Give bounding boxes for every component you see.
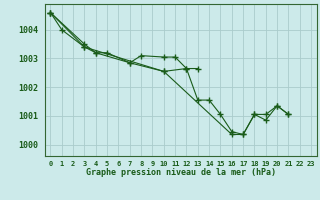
X-axis label: Graphe pression niveau de la mer (hPa): Graphe pression niveau de la mer (hPa) xyxy=(86,168,276,177)
